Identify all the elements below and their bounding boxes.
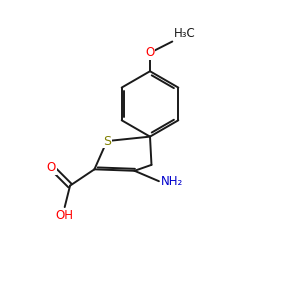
Text: OH: OH <box>56 209 74 222</box>
Text: NH₂: NH₂ <box>160 175 183 188</box>
Text: O: O <box>47 161 56 174</box>
Text: H₃C: H₃C <box>174 27 196 40</box>
Text: S: S <box>103 135 111 148</box>
Text: O: O <box>146 46 154 59</box>
